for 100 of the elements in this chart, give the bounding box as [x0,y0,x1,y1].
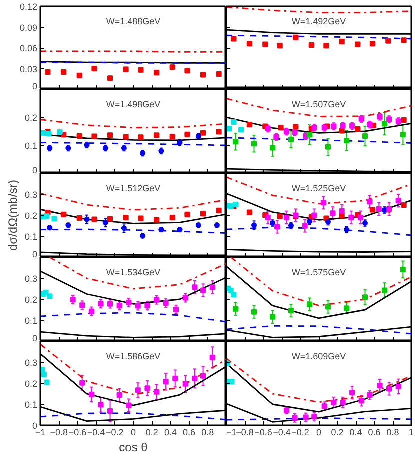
point [350,390,356,396]
point [163,379,169,385]
x-tick-label: −0.8 [236,428,254,438]
line-series [49,258,226,290]
point [47,294,53,300]
x-axis-title: cos θ [119,440,148,454]
point [126,402,132,408]
point [44,214,50,220]
y-tick-label: 0.09 [20,22,38,33]
point [184,132,190,138]
point [326,304,331,310]
point [200,288,206,294]
point [80,302,86,308]
point [231,292,237,298]
x-tick-label: −0.6 [68,428,87,438]
point [76,72,82,78]
point [312,212,318,218]
x-tick-label: 0.8 [386,428,400,438]
point [116,392,122,398]
point [102,220,108,226]
y-tick-label: 0.2 [24,295,38,305]
point [200,373,206,379]
point [231,120,237,126]
point [340,123,346,129]
point [302,223,308,229]
point [44,380,50,386]
point [358,398,364,404]
point [339,208,345,214]
y-tick-label: 0.3 [24,190,38,200]
point [362,134,368,140]
point [138,134,144,140]
x-tick-label: −0.4 [87,428,106,438]
x-tick-label: 0.2 [146,428,158,438]
point [330,210,336,216]
point [344,306,350,312]
point [278,125,284,131]
point [274,224,280,230]
y-tick-label: 0.1 [24,400,38,410]
point [386,386,392,392]
text: W=1.609GeV [292,352,346,362]
point [382,288,388,294]
y-tick-label: 0.06 [20,44,38,54]
point [331,400,337,406]
point [135,388,141,394]
point [210,284,216,290]
point [123,66,129,72]
point [233,306,238,312]
point [358,214,364,220]
y-tick-label: 0.1 [24,316,38,326]
point [40,130,46,136]
text: W=1.498GeV [106,100,161,110]
point [40,367,46,373]
point [144,303,150,309]
point [116,303,122,309]
point [324,43,330,49]
y-tick-label: 0.1 [24,141,38,151]
point [376,206,382,212]
point [121,226,127,232]
x-tick-label: 0.4 [350,428,362,438]
point [138,216,144,222]
point [355,42,361,48]
point [246,210,252,216]
point [45,69,51,75]
x-tick-label: 0.8 [202,428,214,438]
point [246,41,252,47]
point [229,379,235,385]
point [76,215,82,221]
point [288,136,294,142]
point [377,383,383,389]
x-tick-label: 0 [316,428,322,438]
y-tick-label: 0.2 [24,113,38,123]
point [339,39,345,45]
point [154,389,160,395]
point [163,300,169,306]
point [265,214,271,220]
point [184,212,190,218]
text: W=1.512GeV [106,184,161,194]
point [322,404,328,410]
point [216,72,222,78]
point [70,296,76,302]
point [401,38,407,44]
text: W=1.488GeV [106,16,161,26]
point [182,295,188,301]
point [246,122,252,128]
point [84,216,90,222]
point [98,301,104,307]
point [303,414,309,420]
point [126,300,132,306]
point [262,42,268,48]
point [231,36,237,42]
point [170,64,176,70]
point [192,376,198,382]
text: W=1.575GeV [292,268,346,278]
point [320,200,326,206]
x-tick-label: 0.6 [183,428,196,438]
point [216,208,222,214]
point [88,308,94,314]
point [348,214,354,220]
point [396,384,402,390]
point [288,308,294,314]
